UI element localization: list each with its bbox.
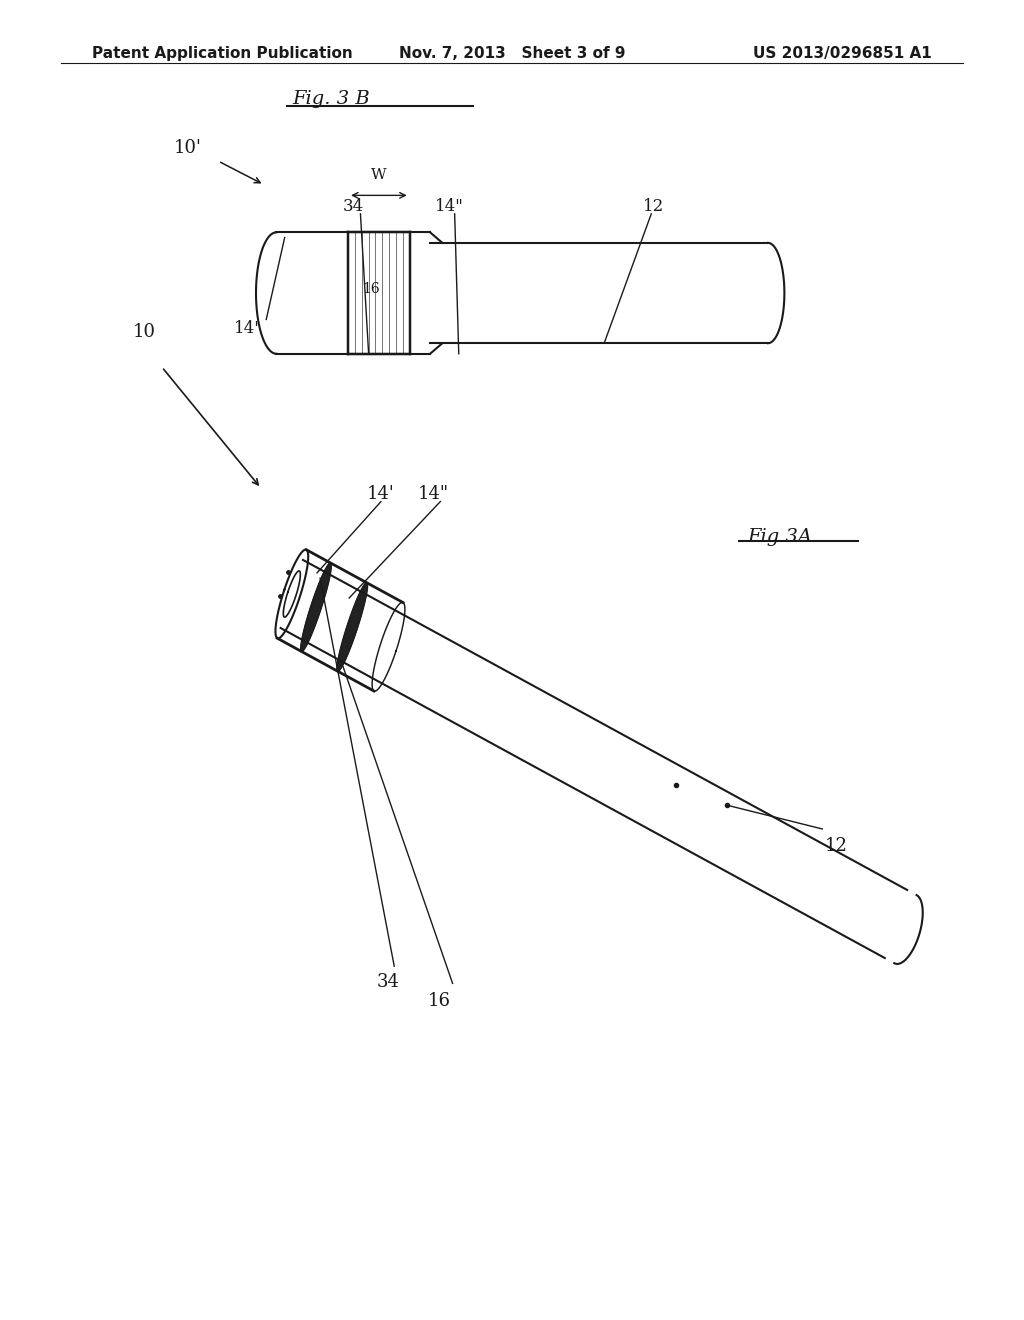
Text: 10: 10 — [133, 322, 156, 341]
Text: 16: 16 — [361, 282, 380, 296]
Text: 14": 14" — [435, 198, 464, 215]
Text: Nov. 7, 2013   Sheet 3 of 9: Nov. 7, 2013 Sheet 3 of 9 — [398, 46, 626, 61]
Text: Patent Application Publication: Patent Application Publication — [92, 46, 353, 61]
Text: 10': 10' — [174, 139, 202, 157]
Text: Fig 3A: Fig 3A — [748, 528, 812, 546]
Text: W: W — [371, 168, 387, 182]
Text: 34: 34 — [377, 973, 399, 991]
Text: 14': 14' — [367, 484, 394, 503]
Text: 14': 14' — [233, 319, 259, 337]
Text: 16: 16 — [428, 991, 451, 1010]
Text: Fig. 3 B: Fig. 3 B — [292, 90, 370, 108]
Text: 12: 12 — [643, 198, 665, 215]
Text: 34: 34 — [343, 198, 365, 215]
Text: 14": 14" — [418, 484, 449, 503]
Text: US 2013/0296851 A1: US 2013/0296851 A1 — [753, 46, 932, 61]
Polygon shape — [301, 562, 332, 652]
Text: 12: 12 — [824, 837, 847, 855]
Polygon shape — [337, 582, 368, 672]
